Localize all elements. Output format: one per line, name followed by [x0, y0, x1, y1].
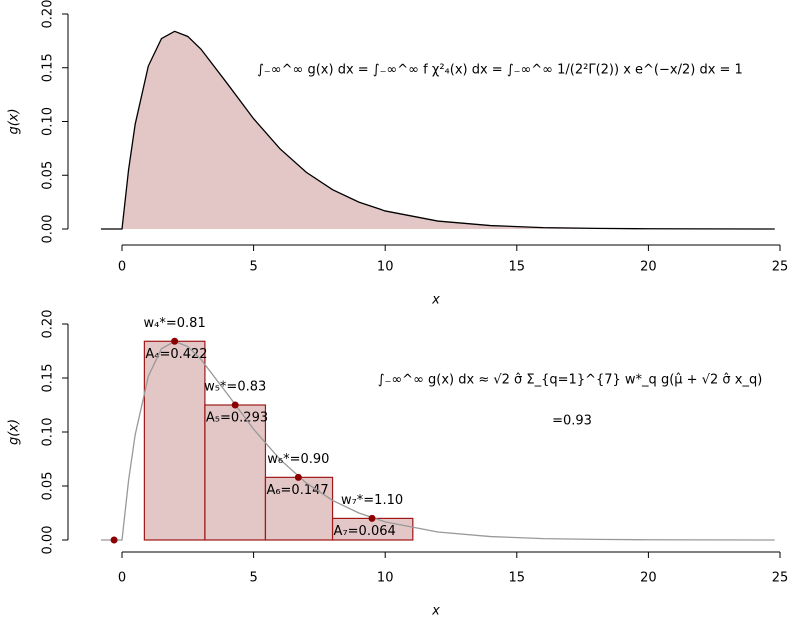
- y-tick-label: 0.15: [41, 364, 56, 393]
- node-point: [294, 473, 302, 481]
- area-label: A₇=0.064: [334, 524, 396, 539]
- bar: [204, 404, 267, 541]
- weight-label: w₄*=0.81: [144, 316, 206, 331]
- formula: =0.93: [552, 414, 592, 429]
- x-axis-label: x: [431, 604, 440, 619]
- weight-label: w₇*=1.10: [341, 493, 403, 508]
- weight-label: w₆*=0.90: [267, 452, 329, 467]
- curve: [100, 340, 775, 541]
- bar: [264, 476, 334, 541]
- x-tick-label: 15: [509, 260, 526, 275]
- x-tick-label: 5: [249, 260, 257, 275]
- formula: ∫₋∞^∞ g(x) dx ≈ √2 σ̂ Σ_{q=1}^{7} w*_q g…: [378, 373, 763, 388]
- y-tick-label: 0.10: [41, 418, 56, 447]
- y-tick-label: 0.20: [41, 310, 56, 339]
- node-point: [231, 401, 239, 409]
- x-tick-label: 15: [509, 571, 526, 586]
- y-tick-label: 0.00: [41, 526, 56, 555]
- area-label: A₅=0.293: [206, 411, 268, 426]
- y-tick-label: 0.15: [41, 53, 56, 82]
- x-tick-label: 10: [377, 571, 394, 586]
- weight-label: w₅*=0.83: [204, 380, 266, 395]
- x-tick-label: 0: [118, 571, 126, 586]
- area: [100, 31, 775, 230]
- node-point: [171, 337, 179, 345]
- y-tick-label: 0.00: [41, 215, 56, 244]
- y-tick-label: 0.05: [41, 472, 56, 501]
- x-axis-label: x: [431, 293, 440, 308]
- bar: [143, 340, 206, 541]
- x-tick-label: 20: [640, 571, 657, 586]
- y-axis-label: g(x): [7, 108, 22, 134]
- x-tick-label: 25: [772, 260, 789, 275]
- y-tick-label: 0.05: [41, 161, 56, 190]
- node-point: [368, 514, 376, 522]
- curve: [100, 30, 775, 230]
- y-tick-label: 0.20: [41, 0, 56, 28]
- node-point: [110, 536, 118, 544]
- x-tick-label: 10: [377, 260, 394, 275]
- x-tick-label: 25: [772, 571, 789, 586]
- x-tick-label: 0: [118, 260, 126, 275]
- formula: ∫₋∞^∞ g(x) dx = ∫₋∞^∞ f χ²₄(x) dx = ∫₋∞^…: [257, 63, 743, 78]
- y-axis-label: g(x): [7, 419, 22, 445]
- y-tick-label: 0.10: [41, 107, 56, 136]
- x-tick-label: 20: [640, 260, 657, 275]
- area-label: A₆=0.147: [266, 483, 328, 498]
- area-label: A₄=0.422: [145, 347, 207, 362]
- x-tick-label: 5: [249, 571, 257, 586]
